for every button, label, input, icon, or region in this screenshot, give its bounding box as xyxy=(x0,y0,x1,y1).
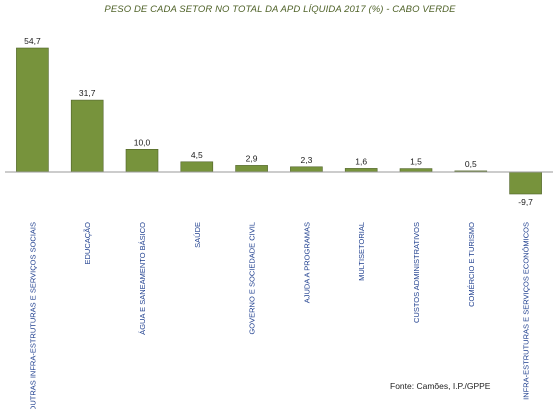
bar-3 xyxy=(180,161,214,173)
value-label-2: 10,0 xyxy=(134,137,151,147)
value-label-4: 2,9 xyxy=(246,153,258,163)
value-label-7: 1,5 xyxy=(410,157,422,167)
bars-layer xyxy=(16,47,542,195)
bar-9 xyxy=(509,171,542,195)
bar-7 xyxy=(399,168,433,173)
chart-title: PESO DE CADA SETOR NO TOTAL DA APD LÍQUI… xyxy=(104,4,456,15)
value-label-9: -9,7 xyxy=(518,197,533,207)
category-label-9: INFRA-ESTRUTURAS E SERVIÇOS ECONÓMICOS xyxy=(522,222,531,400)
category-label-5: AJUDA A PROGRAMAS xyxy=(302,222,311,303)
category-label-1: EDUCAÇÃO xyxy=(83,222,92,265)
category-label-7: CUSTOS ADMINISTRATIVOS xyxy=(412,222,421,323)
value-label-5: 2,3 xyxy=(300,155,312,165)
bar-2 xyxy=(125,149,159,173)
category-label-6: MULTISETORIAL xyxy=(357,222,366,281)
value-label-8: 0,5 xyxy=(465,159,477,169)
labels-layer: 54,7 OUTRAS INFRA-ESTRUTURAS E SERVIÇOS S… xyxy=(24,36,533,409)
bar-4 xyxy=(235,165,268,173)
value-label-3: 4,5 xyxy=(191,150,203,160)
bar-5 xyxy=(290,166,323,173)
bar-0 xyxy=(16,47,49,173)
category-label-8: COMÉRCIO E TURISMO xyxy=(467,222,476,307)
value-label-0: 54,7 xyxy=(24,36,41,46)
bar-6 xyxy=(344,168,378,173)
source-note: Fonte: Camões, I.P./GPPE xyxy=(390,381,491,391)
category-label-0: OUTRAS INFRA-ESTRUTURAS E SERVIÇOS SOCIA… xyxy=(28,222,37,409)
category-label-4: GOVERNO E SOCIEDADE CIVIL xyxy=(248,222,257,335)
bar-1 xyxy=(70,99,104,173)
value-label-6: 1,6 xyxy=(355,156,367,166)
value-label-1: 31,7 xyxy=(79,88,96,98)
category-label-3: SAÚDE xyxy=(193,222,202,248)
category-label-2: ÁGUA E SANEAMENTO BÁSICO xyxy=(138,222,147,335)
